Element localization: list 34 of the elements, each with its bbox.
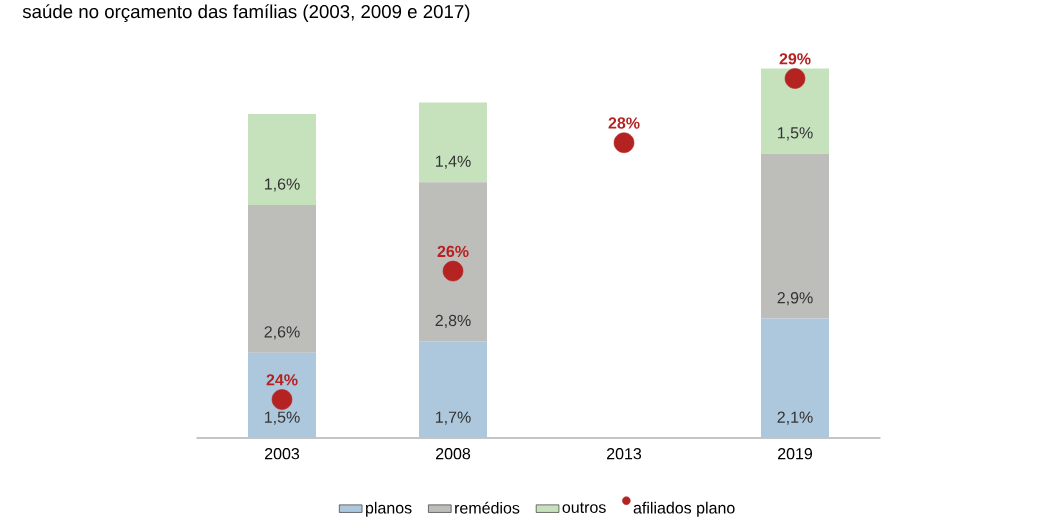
data-label: 1,7% — [435, 411, 471, 425]
data-label: 1,6% — [264, 178, 300, 192]
data-label: 2,6% — [264, 326, 300, 340]
data-label: 1,5% — [777, 127, 813, 141]
bar — [419, 182, 488, 342]
data-label: 24% — [266, 374, 298, 386]
data-label: 1,4% — [435, 155, 471, 169]
legend-label: afiliados plano — [633, 501, 735, 517]
x-tick-label: 2003 — [265, 448, 300, 460]
chart-title: saúde no orçamento das famílias (2003, 2009 e 2017) — [22, 4, 470, 22]
bar — [761, 318, 830, 438]
bar — [419, 341, 488, 438]
data-label: 28% — [608, 117, 640, 129]
point — [784, 68, 806, 89]
x-tick-label: 2013 — [607, 448, 642, 460]
bar — [761, 68, 830, 154]
bar — [761, 153, 830, 319]
data-label: 2,8% — [435, 314, 471, 329]
legend-label: outros — [562, 502, 606, 513]
bar — [248, 352, 317, 438]
legend-label: planos — [366, 501, 412, 517]
x-tick-label: 2008 — [436, 448, 471, 460]
data-label: 2,1% — [777, 411, 813, 425]
data-label: 26% — [437, 245, 469, 258]
data-label: 29% — [779, 53, 811, 65]
bar — [419, 102, 488, 183]
data-label: 2,9% — [777, 292, 813, 306]
bar — [248, 204, 317, 353]
point — [613, 132, 635, 153]
point — [442, 260, 464, 282]
x-tick-label: 2019 — [778, 448, 813, 460]
bar — [248, 113, 317, 205]
data-label: 1,5% — [264, 411, 300, 425]
legend-label: remédios — [455, 501, 520, 514]
